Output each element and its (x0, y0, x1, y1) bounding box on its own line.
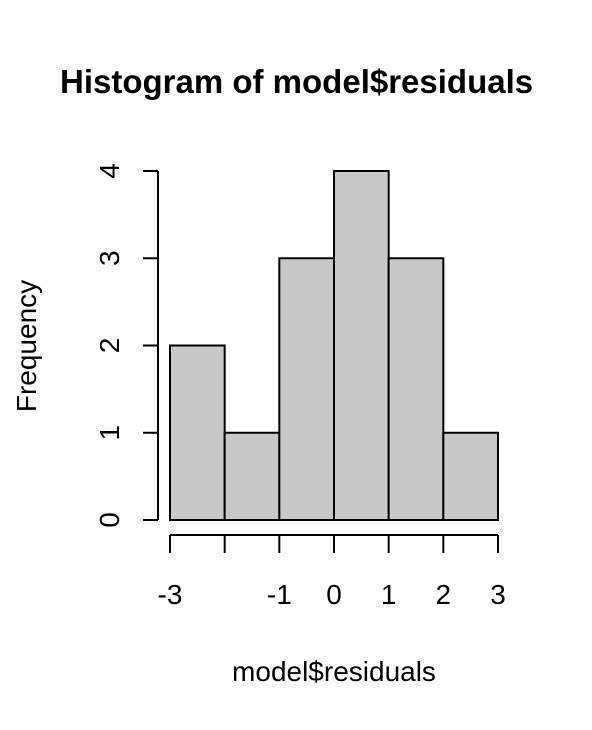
y-tick-label: 3 (94, 250, 125, 266)
y-axis-label: Frequency (11, 280, 42, 412)
histogram-bar (223, 431, 281, 521)
histogram-bar (278, 257, 336, 521)
y-axis: 0 1 2 3 4 (94, 163, 159, 528)
x-tick-label: -1 (267, 579, 292, 610)
chart-title: Histogram of model$residuals (60, 63, 533, 100)
y-tick-label: 0 (94, 512, 125, 528)
histogram-bar (333, 170, 390, 521)
histogram-bar (387, 257, 445, 521)
y-tick-label: 2 (94, 338, 125, 354)
x-axis: -3 -1 0 1 2 3 (158, 534, 506, 610)
x-tick-label: 0 (326, 579, 342, 610)
histogram-bar (169, 344, 226, 521)
y-tick-label: 4 (94, 163, 125, 179)
x-tick-label: 2 (436, 579, 452, 610)
x-axis-label: model$residuals (232, 656, 436, 687)
bars-group (169, 170, 500, 521)
x-tick-label: -3 (158, 579, 183, 610)
histogram-bar (442, 431, 500, 521)
x-tick-label: 3 (490, 579, 506, 610)
y-tick-label: 1 (94, 425, 125, 441)
x-tick-label: 1 (381, 579, 397, 610)
